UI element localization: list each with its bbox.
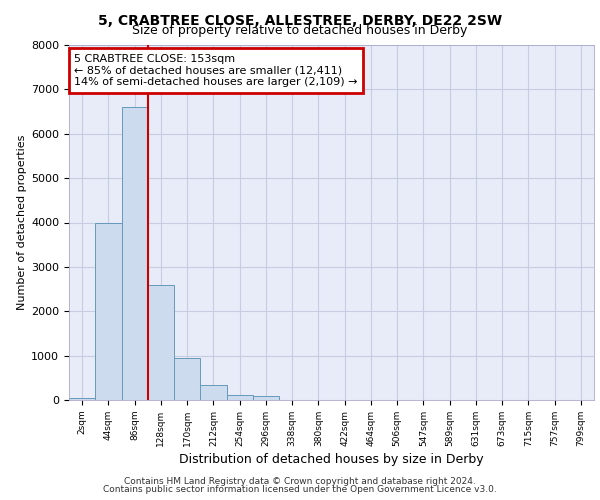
Text: Contains public sector information licensed under the Open Government Licence v3: Contains public sector information licen… xyxy=(103,485,497,494)
Bar xyxy=(121,107,148,400)
Bar xyxy=(200,385,227,400)
Bar xyxy=(227,394,253,400)
Text: 5, CRABTREE CLOSE, ALLESTREE, DERBY, DE22 2SW: 5, CRABTREE CLOSE, ALLESTREE, DERBY, DE2… xyxy=(98,14,502,28)
Text: 5 CRABTREE CLOSE: 153sqm
← 85% of detached houses are smaller (12,411)
14% of se: 5 CRABTREE CLOSE: 153sqm ← 85% of detach… xyxy=(74,54,358,87)
Bar xyxy=(69,398,95,400)
Bar xyxy=(253,396,279,400)
Text: Contains HM Land Registry data © Crown copyright and database right 2024.: Contains HM Land Registry data © Crown c… xyxy=(124,477,476,486)
Text: Size of property relative to detached houses in Derby: Size of property relative to detached ho… xyxy=(133,24,467,37)
Bar xyxy=(174,358,200,400)
Bar xyxy=(95,222,121,400)
X-axis label: Distribution of detached houses by size in Derby: Distribution of detached houses by size … xyxy=(179,453,484,466)
Y-axis label: Number of detached properties: Number of detached properties xyxy=(17,135,27,310)
Bar xyxy=(148,284,174,400)
